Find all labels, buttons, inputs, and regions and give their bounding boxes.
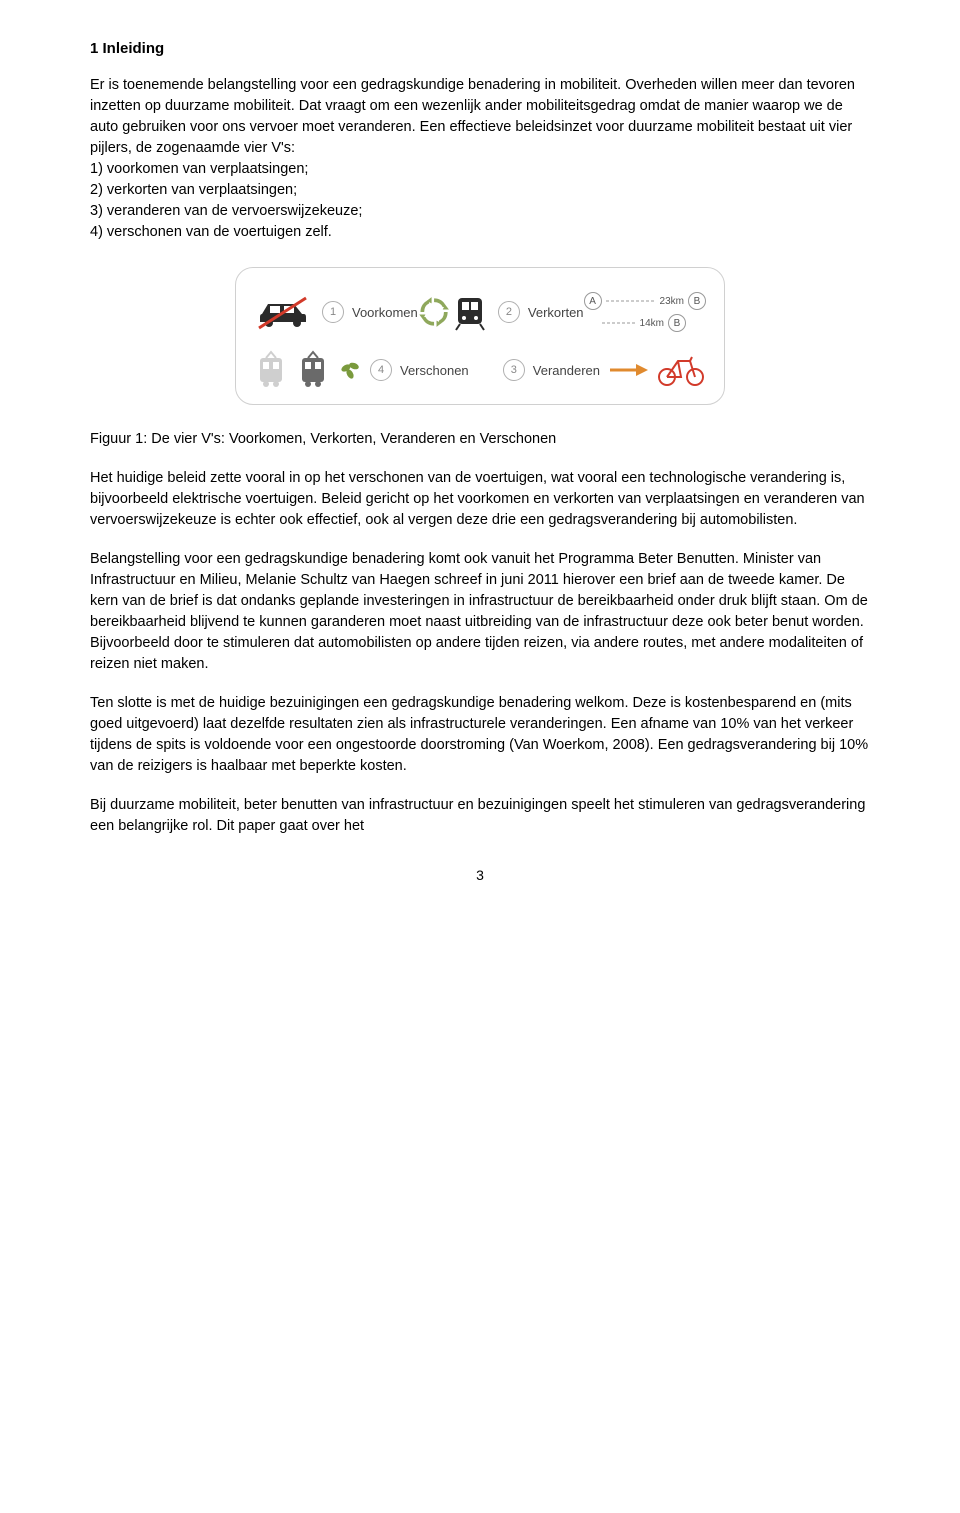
leaves-icon	[338, 358, 362, 382]
cycle-arrows-icon	[418, 286, 450, 338]
list-item-2: 2) verkorten van verplaatsingen;	[90, 182, 297, 198]
figure-label-veranderen: Veranderen	[533, 363, 600, 378]
paragraph-5: Bij duurzame mobiliteit, beter benutten …	[90, 795, 870, 837]
document-page: 1 Inleiding Er is toenemende belangstell…	[0, 0, 960, 923]
figure-cell-veranderen: 3 Veranderen	[503, 353, 706, 387]
point-b2-badge: B	[668, 314, 686, 332]
car-crossed-icon	[254, 292, 314, 332]
figure-row-bottom: 4 Verschonen 3 Veranderen	[254, 350, 706, 390]
distance-1-text: 23km	[660, 296, 684, 307]
tram-dark-icon	[296, 350, 330, 390]
figure-container: 1 Voorkomen	[90, 267, 870, 405]
list-item-3: 3) veranderen van de vervoerswijzekeuze;	[90, 203, 362, 219]
figure-number-2: 2	[498, 301, 520, 323]
point-a-badge: A	[584, 292, 602, 310]
bike-icon	[656, 353, 706, 387]
paragraph-3: Belangstelling voor een gedragskundige b…	[90, 549, 870, 675]
paragraph-4: Ten slotte is met de huidige bezuiniging…	[90, 693, 870, 777]
page-number: 3	[90, 867, 870, 883]
figure-label-voorkomen: Voorkomen	[352, 305, 418, 320]
figure-cell-verschonen: 4 Verschonen	[254, 350, 469, 390]
figure-number-3: 3	[503, 359, 525, 381]
intro-paragraph: Er is toenemende belangstelling voor een…	[90, 75, 870, 243]
train-icon	[450, 292, 490, 332]
arrow-right-icon	[608, 360, 648, 380]
section-heading: 1 Inleiding	[90, 40, 870, 57]
paragraph-2: Het huidige beleid zette vooral in op he…	[90, 468, 870, 531]
list-item-1: 1) voorkomen van verplaatsingen;	[90, 161, 308, 177]
distance-2-text: 14km	[640, 318, 664, 329]
figure-cell-verkorten: 2 Verkorten	[450, 292, 584, 332]
point-b-badge: B	[688, 292, 706, 310]
figure-number-1: 1	[322, 301, 344, 323]
figure-label-verkorten: Verkorten	[528, 305, 584, 320]
list-item-4: 4) verschonen van de voertuigen zelf.	[90, 224, 332, 240]
figure-row-top: 1 Voorkomen	[254, 286, 706, 338]
distance-map: A 23km B 14km B	[584, 292, 706, 332]
para1-text: Er is toenemende belangstelling voor een…	[90, 77, 855, 156]
figure-box: 1 Voorkomen	[235, 267, 725, 405]
figure-label-verschonen: Verschonen	[400, 363, 469, 378]
figure-caption: Figuur 1: De vier V's: Voorkomen, Verkor…	[90, 429, 870, 450]
figure-number-4: 4	[370, 359, 392, 381]
tram-light-icon	[254, 350, 288, 390]
figure-cell-voorkomen: 1 Voorkomen	[254, 292, 418, 332]
